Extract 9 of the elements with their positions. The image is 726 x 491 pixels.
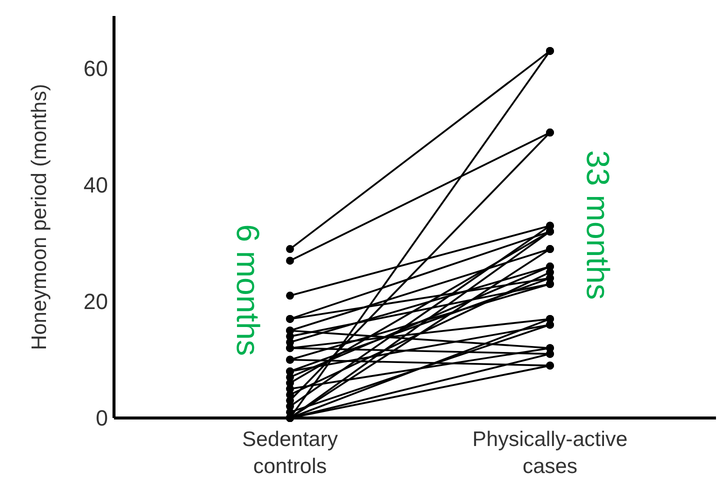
y-axis-title: Honeymoon period (months): [28, 84, 51, 350]
annotation: 33 months: [580, 150, 616, 300]
y-tick-label: 40: [84, 172, 108, 198]
y-tick-label: 60: [84, 56, 108, 82]
y-tick-label: 0: [96, 406, 108, 431]
x-tick-label: Sedentary controls: [242, 428, 338, 478]
annotation: 6 months: [230, 224, 266, 356]
x-tick-label: Physically-active cases: [472, 428, 628, 478]
y-tick-label: 20: [84, 289, 108, 314]
